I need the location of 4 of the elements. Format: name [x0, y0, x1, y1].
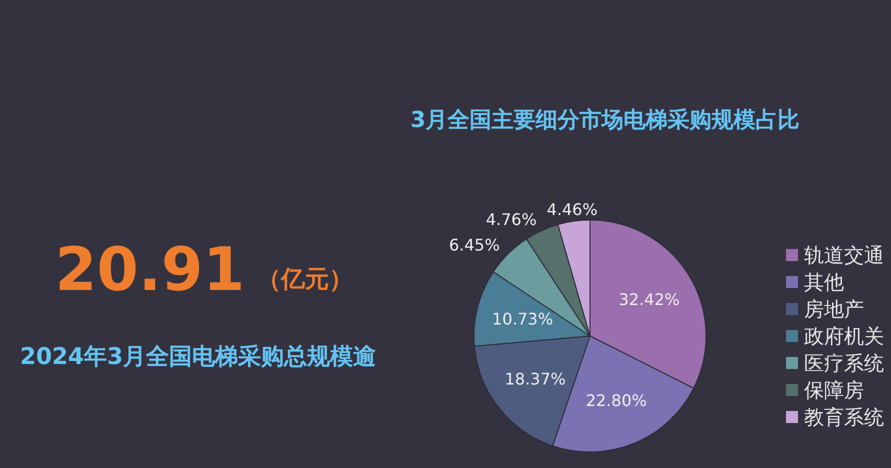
title: 3月全国主要细分市场电梯采购规模占比 [410, 108, 800, 133]
annotation: 20.91 [55, 235, 245, 305]
annotation: （亿元） [256, 265, 353, 293]
annotation: 2024年3月全国电梯采购总规模逾 [20, 344, 376, 370]
